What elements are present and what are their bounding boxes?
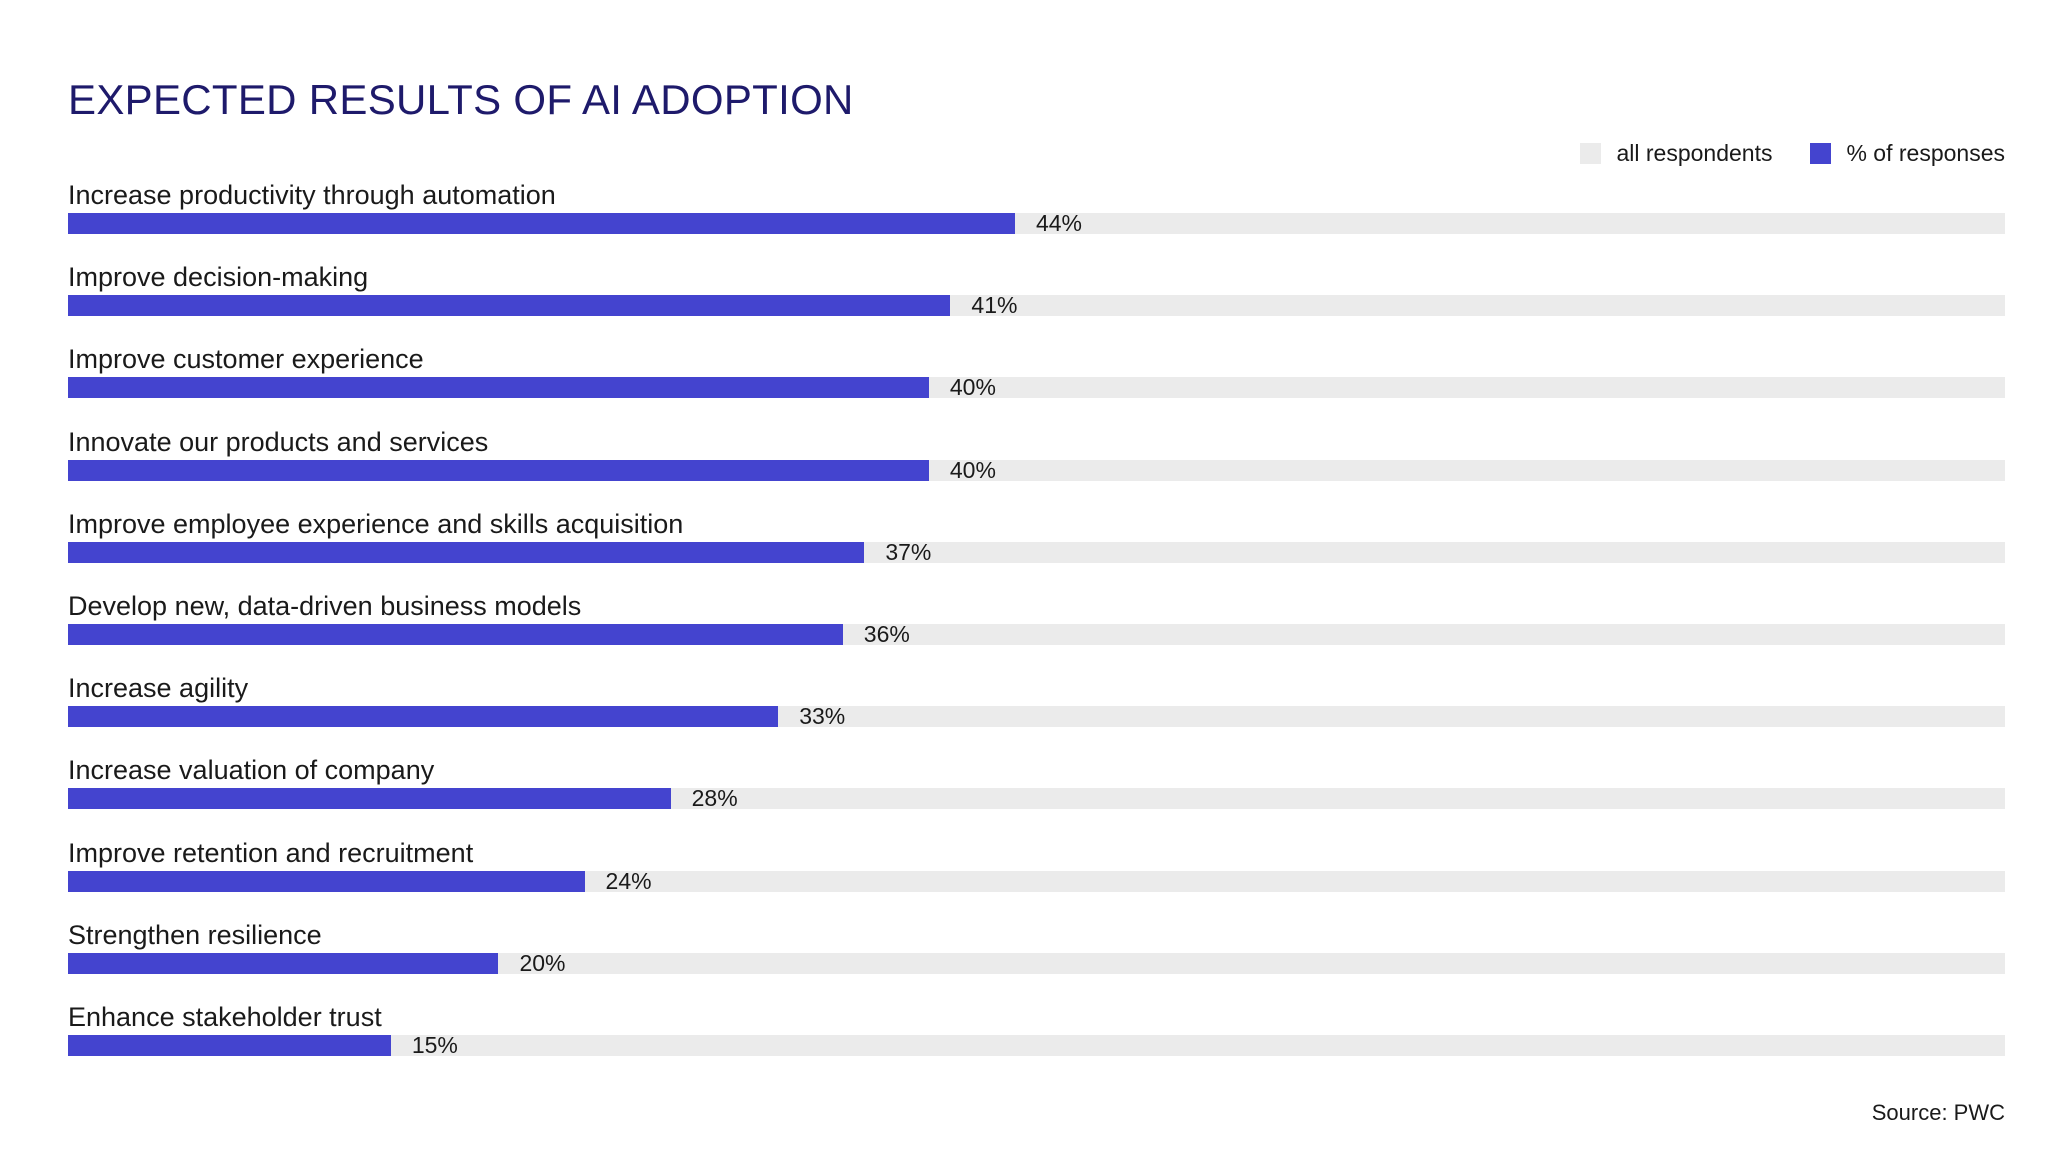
category-label: Develop new, data-driven business models	[68, 591, 582, 621]
chart-row: Improve decision-making 41%	[68, 262, 2005, 322]
bar-value-label: 28%	[691, 785, 738, 812]
bar-chart: Increase productivity through automation…	[68, 180, 2005, 1060]
bar-track-all-respondents	[68, 624, 2005, 645]
bar-track-all-respondents	[68, 1035, 2005, 1056]
bar-value-label: 15%	[411, 1032, 458, 1058]
bar-fill-responses	[68, 788, 671, 810]
bar-fill-responses	[68, 624, 843, 645]
chart-row: Increase valuation of company 28%	[68, 755, 2005, 815]
category-label: Improve retention and recruitment	[68, 837, 474, 868]
legend-label-responses: % of responses	[1846, 140, 2005, 166]
category-label: Increase productivity through automation	[68, 180, 556, 210]
category-label: Innovate our products and services	[68, 426, 489, 457]
category-label: Improve customer experience	[68, 344, 424, 375]
legend-swatch-responses	[1810, 143, 1832, 164]
bar-value-label: 33%	[799, 703, 846, 730]
legend-swatch-all-respondents	[1580, 143, 1602, 164]
bar-track-all-respondents	[68, 706, 2005, 728]
bar-value-label: 40%	[949, 374, 996, 401]
chart-row: Improve customer experience 40%	[68, 344, 2005, 404]
chart-row: Strengthen resilience 20%	[68, 920, 2005, 980]
bar-track-all-respondents	[68, 952, 2005, 974]
bar-track-all-respondents	[68, 870, 2005, 892]
legend-label-all-respondents: all respondents	[1616, 140, 1773, 166]
chart-row: Increase productivity through automation…	[68, 180, 2005, 240]
bar-value-label: 24%	[605, 867, 652, 894]
category-label: Enhance stakeholder trust	[68, 1002, 382, 1032]
chart-title: EXPECTED RESULTS OF AI ADOPTION	[68, 76, 854, 123]
chart-row: Enhance stakeholder trust 15%	[68, 1002, 2005, 1062]
bar-track-all-respondents	[68, 295, 2005, 317]
bar-fill-responses	[68, 706, 779, 728]
bar-fill-responses	[68, 952, 499, 974]
bar-track-all-respondents	[68, 377, 2005, 399]
chart-legend: all respondents % of responses	[1542, 140, 2005, 167]
bar-value-label: 40%	[949, 456, 996, 483]
bar-track-all-respondents	[68, 541, 2005, 563]
bar-value-label: 20%	[519, 949, 566, 976]
chart-row: Improve retention and recruitment 24%	[68, 838, 2005, 898]
category-label: Improve employee experience and skills a…	[68, 508, 684, 539]
category-label: Increase valuation of company	[68, 755, 435, 786]
bar-fill-responses	[68, 459, 929, 481]
legend-item-all-respondents: all respondents	[1580, 140, 1772, 167]
category-label: Strengthen resilience	[68, 919, 322, 950]
bar-fill-responses	[68, 1035, 391, 1056]
bar-track-all-respondents	[68, 213, 2005, 234]
chart-row: Innovate our products and services 40%	[68, 427, 2005, 487]
bar-value-label: 37%	[885, 538, 932, 565]
bar-value-label: 36%	[863, 621, 910, 647]
chart-row: Increase agility 33%	[68, 673, 2005, 733]
legend-item-responses: % of responses	[1810, 140, 2005, 167]
bar-fill-responses	[68, 870, 585, 892]
category-label: Increase agility	[68, 673, 249, 704]
bar-track-all-respondents	[68, 459, 2005, 481]
bar-value-label: 41%	[971, 292, 1018, 319]
bar-fill-responses	[68, 377, 929, 399]
bar-fill-responses	[68, 541, 865, 563]
bar-fill-responses	[68, 213, 1015, 234]
category-label: Improve decision-making	[68, 262, 369, 293]
bar-value-label: 44%	[1035, 210, 1083, 236]
bar-track-all-respondents	[68, 788, 2005, 810]
bar-fill-responses	[68, 295, 951, 317]
chart-row: Develop new, data-driven business models…	[68, 591, 2005, 651]
chart-row: Improve employee experience and skills a…	[68, 509, 2005, 569]
source-note: Source: PWC	[1871, 1100, 2005, 1125]
